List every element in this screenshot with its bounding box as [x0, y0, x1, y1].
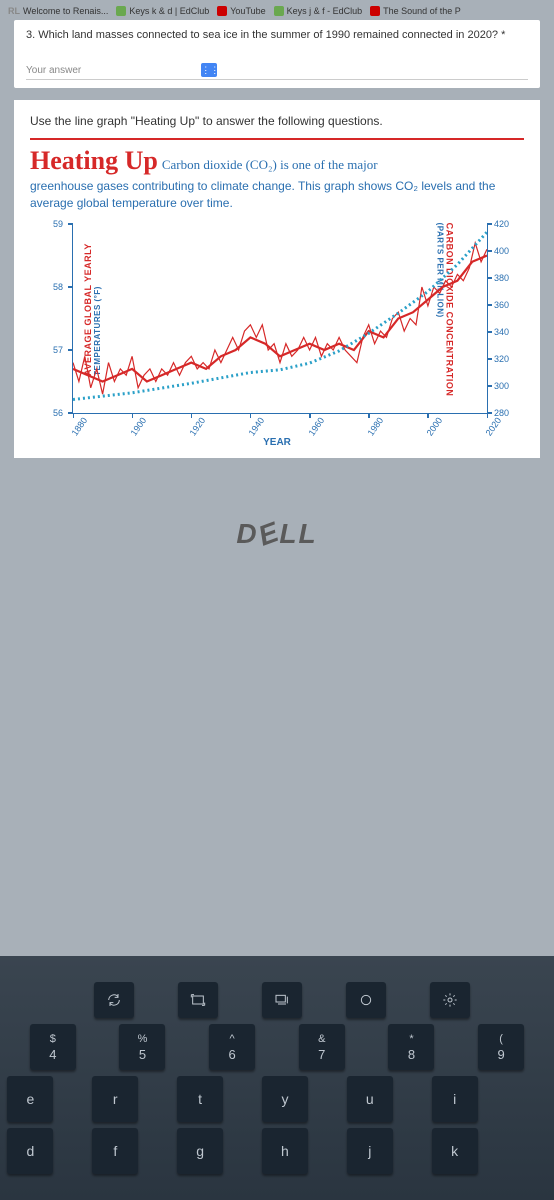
key-g[interactable]: g — [177, 1128, 223, 1174]
key-j[interactable]: j — [347, 1128, 393, 1174]
key-9[interactable]: (9 — [478, 1024, 524, 1070]
y-right-tick: 320 — [494, 354, 509, 364]
key-6[interactable]: ^6 — [209, 1024, 255, 1070]
bookmark-item[interactable]: YouTube — [217, 6, 265, 16]
key-4[interactable]: $4 — [30, 1024, 76, 1070]
worksheet-card: Use the line graph "Heating Up" to answe… — [14, 100, 540, 458]
instruction-text: Use the line graph "Heating Up" to answe… — [30, 114, 524, 128]
y-right-tick: 420 — [494, 219, 509, 229]
extension-badge-icon[interactable]: ⋮⋮ — [201, 63, 217, 77]
key-5[interactable]: %5 — [119, 1024, 165, 1070]
youtube-icon — [370, 6, 380, 16]
key-7[interactable]: &7 — [299, 1024, 345, 1070]
chart-card: Heating Up Carbon dioxide (CO₂) is one o… — [30, 138, 524, 450]
chart-area: AVERAGE GLOBAL YEARLY TEMPERATURES (°F) … — [30, 220, 524, 450]
key-e[interactable]: e — [7, 1076, 53, 1122]
key-f[interactable]: f — [92, 1128, 138, 1174]
question-text: 3. Which land masses connected to sea ic… — [26, 28, 528, 43]
x-tick: 1900 — [129, 415, 149, 437]
answer-placeholder: Your answer — [26, 65, 81, 76]
key-t[interactable]: t — [177, 1076, 223, 1122]
fn-key-settings[interactable] — [430, 982, 470, 1018]
bookmark-item[interactable]: RLWelcome to Renais... — [8, 6, 108, 16]
key-y[interactable]: y — [262, 1076, 308, 1122]
y-left-tick: 58 — [53, 282, 63, 292]
key-8[interactable]: *8 — [388, 1024, 434, 1070]
chart-title: Heating Up Carbon dioxide (CO₂) is one o… — [30, 146, 524, 176]
key-i[interactable]: i — [432, 1076, 478, 1122]
dell-logo: DELL — [4, 518, 550, 550]
bookmark-item[interactable]: Keys k & d | EdClub — [116, 6, 209, 16]
key-h[interactable]: h — [262, 1128, 308, 1174]
plot-area: 5657585928030032034036038040042018801900… — [72, 224, 488, 414]
bookmark-item[interactable]: Keys j & f - EdClub — [274, 6, 363, 16]
key-d[interactable]: d — [7, 1128, 53, 1174]
key-r[interactable]: r — [92, 1076, 138, 1122]
fn-key-refresh[interactable] — [94, 982, 134, 1018]
x-tick: 1980 — [365, 415, 385, 437]
x-tick: 2000 — [424, 415, 444, 437]
x-tick: 1940 — [247, 415, 267, 437]
bookmark-item[interactable]: The Sound of the P — [370, 6, 461, 16]
letter-icon: RL — [8, 6, 20, 16]
fn-key-circle[interactable] — [346, 982, 386, 1018]
x-tick: 2020 — [484, 415, 504, 437]
y-right-tick: 400 — [494, 246, 509, 256]
site-icon — [274, 6, 284, 16]
y-left-tick: 57 — [53, 345, 63, 355]
key-k[interactable]: k — [432, 1128, 478, 1174]
y-right-tick: 340 — [494, 327, 509, 337]
y-right-tick: 360 — [494, 300, 509, 310]
youtube-icon — [217, 6, 227, 16]
keyboard: $4 %5 ^6&7 *8 (9 ertyui dfghjk — [0, 956, 554, 1200]
y-right-tick: 300 — [494, 381, 509, 391]
answer-input[interactable]: Your answer ⋮⋮ — [26, 63, 528, 80]
site-icon — [116, 6, 126, 16]
fn-key-fullscreen[interactable] — [178, 982, 218, 1018]
chart-description: greenhouse gases contributing to climate… — [30, 178, 524, 212]
y-left-tick: 59 — [53, 219, 63, 229]
x-tick: 1920 — [188, 415, 208, 437]
question-card: 3. Which land masses connected to sea ic… — [14, 20, 540, 88]
x-axis-label: YEAR — [263, 437, 291, 448]
y-right-tick: 380 — [494, 273, 509, 283]
y-left-tick: 56 — [53, 408, 63, 418]
key-u[interactable]: u — [347, 1076, 393, 1122]
bookmarks-bar: RLWelcome to Renais... Keys k & d | EdCl… — [4, 4, 550, 18]
x-tick: 1880 — [70, 415, 90, 437]
fn-key-overview[interactable] — [262, 982, 302, 1018]
x-tick: 1960 — [306, 415, 326, 437]
